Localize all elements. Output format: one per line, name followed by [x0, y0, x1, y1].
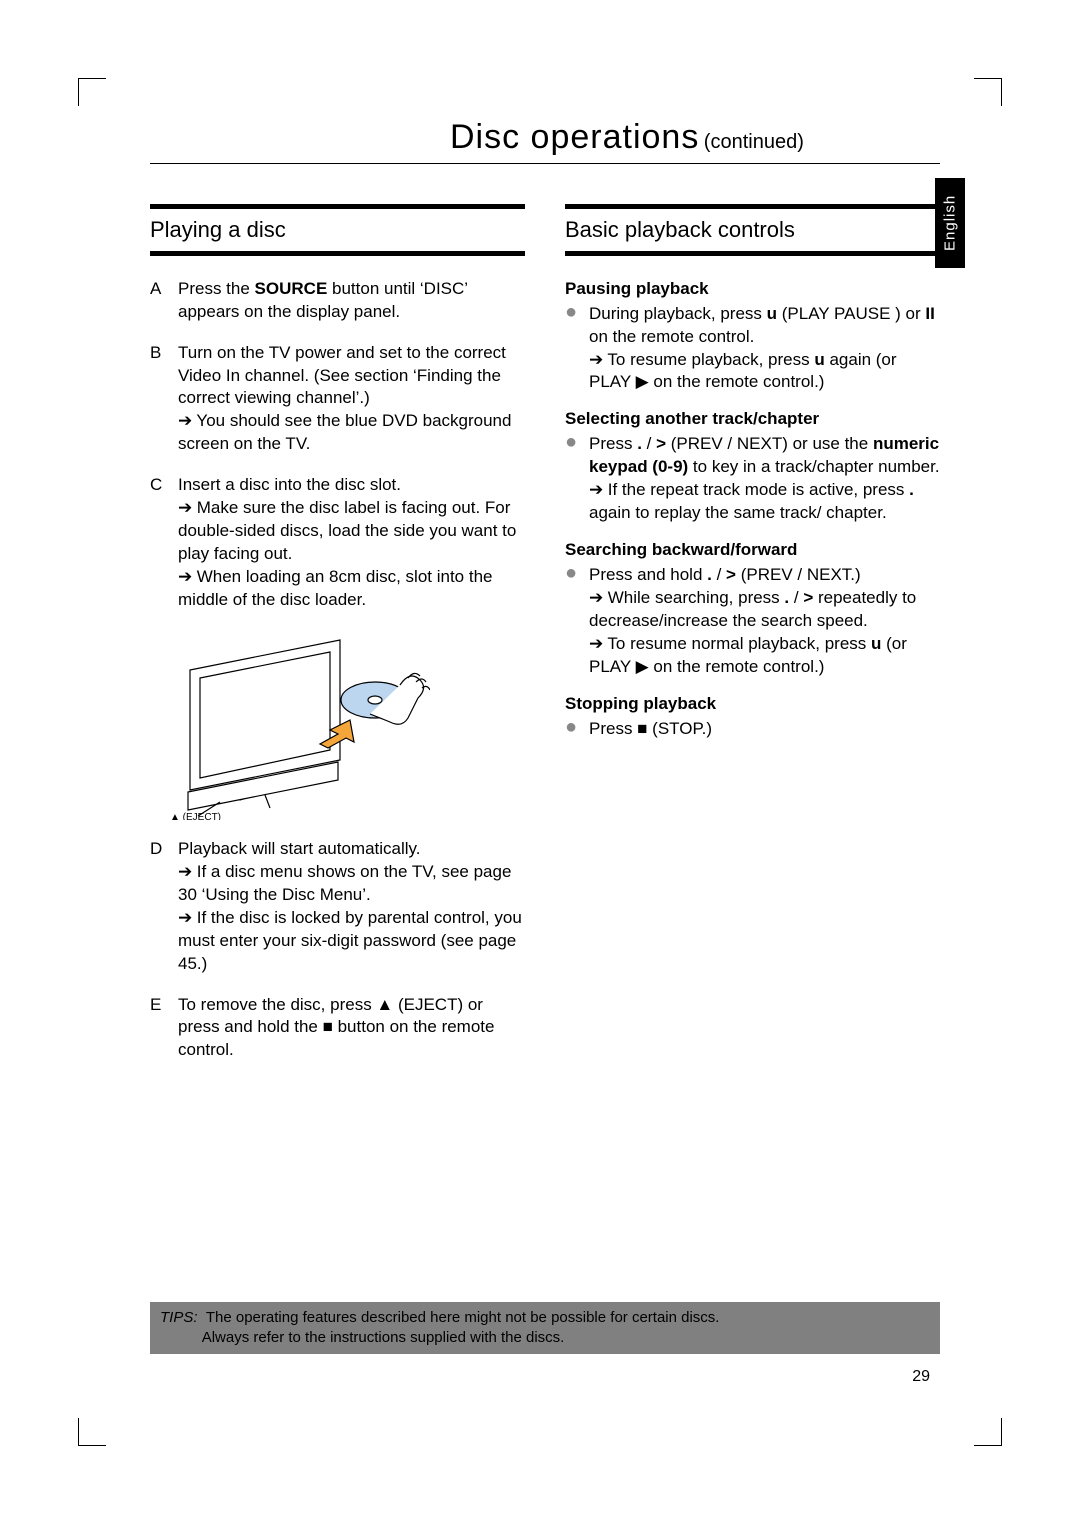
bullet-line: ➔ While searching, press . / > repeatedl…: [589, 587, 940, 633]
step-body: To remove the disc, press ▲ (EJECT) or p…: [178, 994, 525, 1063]
step-letter: C: [150, 474, 168, 612]
bullet-body: Press . / > (PREV / NEXT) or use the num…: [589, 433, 940, 525]
subhead: Stopping playback: [565, 693, 940, 716]
step-line: To remove the disc, press ▲ (EJECT) or p…: [178, 994, 525, 1063]
subhead: Pausing playback: [565, 278, 940, 301]
step-letter: E: [150, 994, 168, 1063]
step-body: Press the SOURCE button until ‘DISC’ app…: [178, 278, 525, 324]
step-d: DPlayback will start automatically.➔ If …: [150, 838, 525, 976]
bullet-icon: ●: [565, 718, 579, 741]
bullet-row: ●Press . / > (PREV / NEXT) or use the nu…: [565, 433, 940, 525]
disc-insert-illustration: ▲ (EJECT): [170, 630, 430, 820]
step-body: Turn on the TV power and set to the corr…: [178, 342, 525, 457]
bullet-body: Press ■ (STOP.): [589, 718, 940, 741]
bullet-row: ●During playback, press u (PLAY PAUSE ) …: [565, 303, 940, 395]
page-content: Disc operations (continued) Playing a di…: [150, 118, 940, 1080]
bullet-line: Press ■ (STOP.): [589, 718, 940, 741]
bullet-row: ● Press ■ (STOP.): [565, 718, 940, 741]
step-line: ➔ Make sure the disc label is facing out…: [178, 497, 525, 566]
right-column: Basic playback controls Pausing playback…: [565, 204, 940, 1080]
page-number: 29: [912, 1368, 930, 1386]
bullet-line: Press and hold . / > (PREV / NEXT.): [589, 564, 940, 587]
page-title-sub: (continued): [704, 131, 804, 153]
step-a: APress the SOURCE button until ‘DISC’ ap…: [150, 278, 525, 324]
bullet-body: During playback, press u (PLAY PAUSE ) o…: [589, 303, 940, 395]
step-line: ➔ You should see the blue DVD background…: [178, 410, 525, 456]
section-heading-controls: Basic playback controls: [565, 213, 940, 247]
subhead: Selecting another track/chapter: [565, 408, 940, 431]
bullet-line: ➔ To resume normal playback, press u (or…: [589, 633, 940, 679]
step-c: CInsert a disc into the disc slot.➔ Make…: [150, 474, 525, 612]
bullet-icon: ●: [565, 433, 579, 525]
tips-line2: Always refer to the instructions supplie…: [202, 1329, 565, 1346]
page-title-main: Disc operations: [450, 118, 699, 156]
subhead: Searching backward/forward: [565, 539, 940, 562]
step-line: ➔ If the disc is locked by parental cont…: [178, 907, 525, 976]
step-letter: B: [150, 342, 168, 457]
bullet-icon: ●: [565, 564, 579, 679]
left-column: Playing a disc APress the SOURCE button …: [150, 204, 525, 1080]
section-heading-playing: Playing a disc: [150, 213, 525, 247]
step-letter: A: [150, 278, 168, 324]
step-line: Playback will start automatically.: [178, 838, 525, 861]
step-b: BTurn on the TV power and set to the cor…: [150, 342, 525, 457]
bullet-line: ➔ To resume playback, press u again (or …: [589, 349, 940, 395]
step-body: Insert a disc into the disc slot.➔ Make …: [178, 474, 525, 612]
step-line: ➔ When loading an 8cm disc, slot into th…: [178, 566, 525, 612]
tips-bar: TIPS: The operating features described h…: [150, 1302, 940, 1355]
step-letter: D: [150, 838, 168, 976]
bullet-line: Press . / > (PREV / NEXT) or use the num…: [589, 433, 940, 479]
step-line: Turn on the TV power and set to the corr…: [178, 342, 525, 411]
tips-label: TIPS:: [160, 1309, 198, 1326]
bullet-row: ●Press and hold . / > (PREV / NEXT.)➔ Wh…: [565, 564, 940, 679]
svg-text:▲ (EJECT): ▲ (EJECT): [170, 812, 221, 820]
step-e: ETo remove the disc, press ▲ (EJECT) or …: [150, 994, 525, 1063]
tips-line1: The operating features described here mi…: [206, 1309, 720, 1326]
step-line: Press the SOURCE button until ‘DISC’ app…: [178, 278, 525, 324]
bullet-body: Press and hold . / > (PREV / NEXT.)➔ Whi…: [589, 564, 940, 679]
bullet-line: ➔ If the repeat track mode is active, pr…: [589, 479, 940, 525]
step-body: Playback will start automatically.➔ If a…: [178, 838, 525, 976]
bullet-icon: ●: [565, 303, 579, 395]
step-line: Insert a disc into the disc slot.: [178, 474, 525, 497]
bullet-line: During playback, press u (PLAY PAUSE ) o…: [589, 303, 940, 349]
page-title-row: Disc operations (continued): [150, 118, 940, 164]
step-line: ➔ If a disc menu shows on the TV, see pa…: [178, 861, 525, 907]
